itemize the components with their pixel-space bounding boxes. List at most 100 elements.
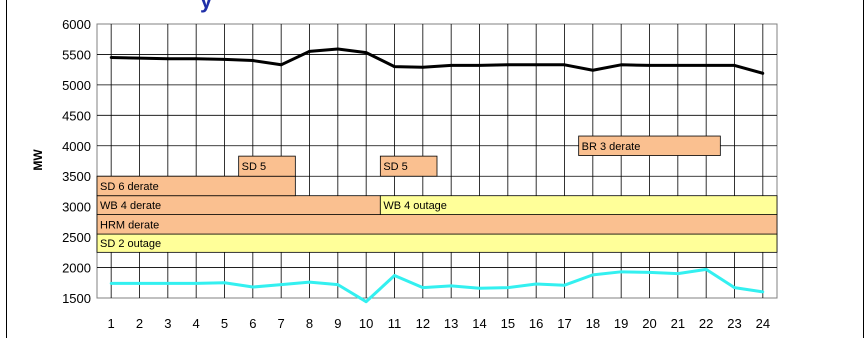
y-tick-label: 3000 (62, 200, 91, 215)
band-label: SD 2 outage (100, 238, 161, 250)
x-tick-label: 6 (249, 316, 256, 331)
series-1-point (393, 65, 396, 69)
series-1-point (478, 64, 481, 67)
series-line-1 (111, 47, 764, 75)
x-tick-label: 16 (529, 316, 543, 331)
x-tick-label: 22 (699, 316, 713, 331)
series-2-point (109, 281, 113, 285)
y-tick-label: 6000 (62, 17, 91, 32)
x-tick-label: 1 (108, 316, 115, 331)
series-2-point (336, 283, 340, 287)
band-label: BR 3 derate (582, 141, 641, 153)
band-label: WB 4 outage (383, 200, 447, 212)
series-2-point (704, 267, 708, 271)
band-hrm-derate (96, 214, 778, 235)
x-tick-label: 24 (756, 316, 770, 331)
series-line-2 (111, 267, 764, 304)
series-2-point (563, 283, 566, 287)
series-1-point (194, 57, 198, 61)
series-2-point (308, 280, 311, 284)
series-1-point (563, 63, 566, 67)
x-tick-label: 7 (278, 316, 285, 331)
y-tick-label: 5000 (62, 78, 91, 93)
band-label: SD 5 (383, 161, 407, 173)
series-2-point (364, 300, 368, 304)
x-tick-label: 19 (614, 316, 628, 331)
x-tick-label: 14 (472, 316, 486, 331)
chart-title-fragment: y (200, 0, 213, 13)
series-1-point (109, 56, 113, 59)
event-bands: SD 2 outage HRM derate WB 4 derate WB 4 out… (96, 135, 778, 253)
series-1-point (364, 51, 368, 55)
y-axis-label: MW (31, 149, 45, 171)
band-label: WB 4 derate (100, 200, 161, 212)
series-1-point (449, 64, 453, 67)
y-tick-label: 4500 (62, 108, 91, 123)
series-2-point (733, 286, 736, 290)
x-tick-label: 12 (416, 316, 430, 331)
series-2-point (676, 272, 680, 276)
series-1-point (506, 63, 510, 67)
y-tick-label: 1500 (62, 291, 91, 306)
series-1-point (733, 64, 736, 67)
band-sd-6-derate (96, 175, 296, 197)
x-tick-label: 13 (444, 316, 458, 331)
series-1-point (308, 50, 311, 53)
x-tick-label: 4 (193, 316, 200, 331)
series-1-point (223, 57, 226, 61)
series-2-point (223, 281, 226, 285)
band-sd-5 (379, 155, 438, 177)
series-1-point (138, 56, 141, 60)
x-tick-label: 10 (359, 316, 373, 331)
series-1-point (591, 68, 595, 72)
series-1-point (336, 47, 340, 51)
series-2-point (506, 286, 510, 290)
chart-frame (6, 0, 864, 338)
y-tick-label: 2000 (62, 261, 91, 276)
series-2-point (251, 285, 255, 289)
series-2-point (421, 286, 425, 290)
series-2-point (478, 286, 481, 290)
x-tick-label: 5 (221, 316, 228, 331)
x-tick-label: 9 (334, 316, 341, 331)
band-sd-2-outage (96, 233, 778, 253)
band-label: HRM derate (100, 219, 159, 231)
x-tick-label: 15 (501, 316, 515, 331)
x-tick-label: 20 (642, 316, 656, 331)
y-tick-label: 4000 (62, 139, 91, 154)
band-br-3-derate (578, 135, 721, 156)
band-wb-4-outage (379, 195, 778, 215)
series-1-point (251, 59, 255, 62)
y-tick-label: 3500 (62, 169, 91, 184)
series-1-point (166, 57, 170, 61)
band-label: SD 6 derate (100, 181, 159, 193)
series-1-point (704, 64, 708, 67)
x-tick-label: 11 (388, 316, 402, 331)
x-tick-label: 3 (164, 316, 171, 331)
y-tick-label: 2500 (62, 230, 91, 245)
series-1-point (279, 63, 283, 67)
series-1-point (421, 65, 425, 69)
series-2-point (648, 271, 651, 274)
series-1-point (619, 63, 623, 67)
x-tick-label: 21 (671, 316, 685, 331)
series-2-point (619, 270, 623, 274)
series-1-point (534, 63, 538, 67)
band-label: SD 5 (242, 161, 266, 173)
series-2-point (534, 282, 538, 286)
series-1-point (676, 64, 680, 67)
x-tick-labels: 1 2 3 4 5 6 7 8 9 10 11 12 13 14 15 16 17 18 19 20 21 22 23 24 (108, 316, 771, 331)
series-2-point (761, 290, 765, 294)
band-sd-5 (238, 155, 296, 177)
series-2-point (393, 274, 396, 277)
x-tick-label: 17 (557, 316, 571, 331)
series-2-point (279, 283, 283, 287)
x-tick-label: 2 (136, 316, 143, 331)
series-2-point (591, 273, 595, 277)
x-tick-label: 23 (727, 316, 741, 331)
series-lines (109, 47, 765, 304)
y-tick-label: 5500 (62, 47, 91, 62)
x-tick-label: 18 (586, 316, 600, 331)
series-2-point (194, 281, 198, 285)
